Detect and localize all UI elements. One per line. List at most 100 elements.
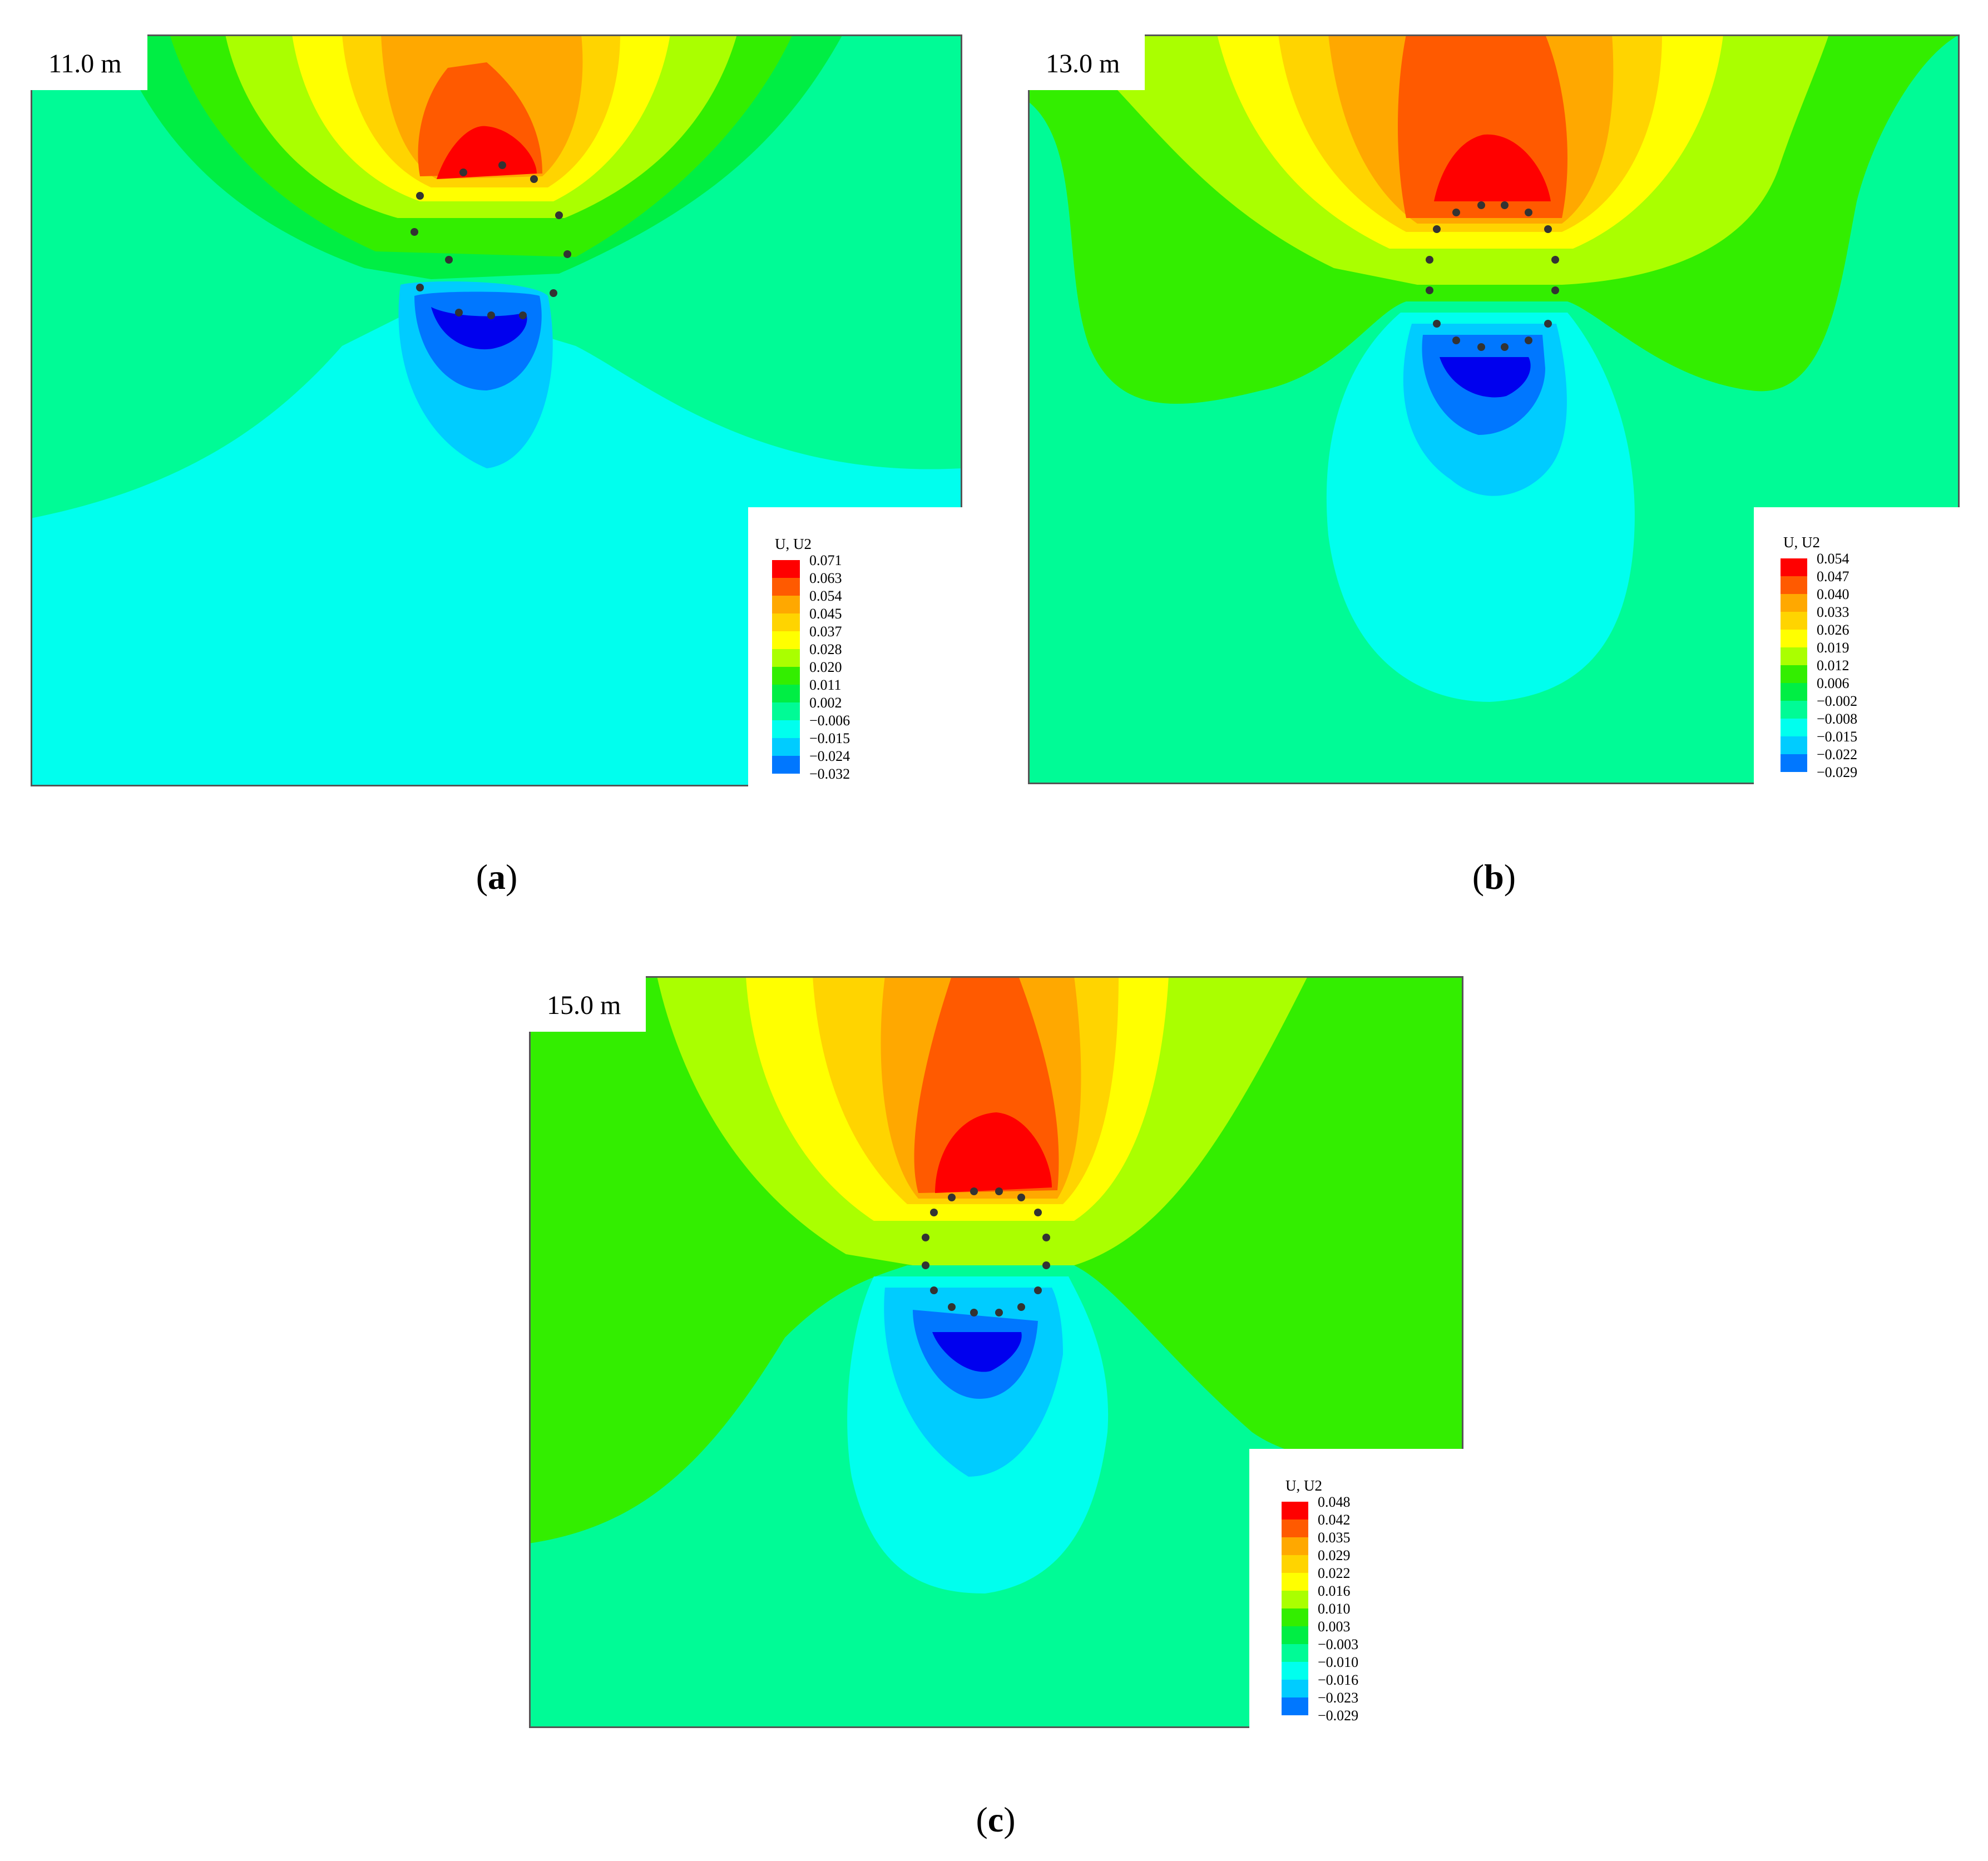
legend-swatch (1781, 736, 1807, 754)
legend-swatch (1282, 1680, 1308, 1697)
legend-value: −0.015 (809, 730, 850, 746)
contour-plot-c: 15.0 m U, U2 0.048 0.042 0.035 0.029 0.0… (529, 976, 1463, 1728)
tunnel-outline (411, 161, 571, 319)
legend-value: 0.010 (1318, 1601, 1351, 1617)
legend-value: 0.020 (809, 659, 842, 675)
legend-value: 0.006 (1817, 675, 1849, 691)
caption-letter: c (987, 1800, 1004, 1839)
legend-swatch (1781, 683, 1807, 701)
legend-value: −0.032 (809, 766, 850, 782)
tunnel-outline (922, 1187, 1050, 1316)
legend-title: U, U2 (1285, 1477, 1322, 1494)
legend-swatch (772, 560, 800, 578)
legend-swatches (1781, 558, 1807, 772)
legend-value: 0.042 (1318, 1512, 1351, 1528)
legend-value: 0.022 (1318, 1565, 1351, 1581)
legend-swatch (1282, 1662, 1308, 1680)
contour-band (1434, 134, 1551, 201)
legend-swatch (1781, 647, 1807, 665)
legend-value: 0.035 (1318, 1530, 1351, 1546)
legend-value: 0.047 (1817, 568, 1849, 585)
legend-value: 0.012 (1817, 657, 1849, 674)
legend-value: 0.019 (1817, 640, 1849, 656)
legend-value: 0.029 (1318, 1547, 1351, 1563)
legend-swatch (772, 667, 800, 685)
legend-swatch (772, 702, 800, 720)
negative-zone (31, 301, 962, 786)
legend-swatch (1282, 1591, 1308, 1608)
plot-border (529, 976, 1463, 1728)
caption-c: (c) (976, 1800, 1016, 1839)
contour-plot-b: 13.0 m U, U2 0.054 0.047 0.040 0.033 0.0… (1028, 34, 1960, 784)
legend-swatch (1781, 701, 1807, 719)
caption-letter: b (1484, 857, 1504, 897)
contour-panel-c: 15.0 m U, U2 0.048 0.042 0.035 0.029 0.0… (529, 976, 1463, 1728)
legend-value: 0.045 (809, 606, 842, 622)
legend-swatch (1282, 1644, 1308, 1662)
depth-label-box (1028, 34, 1145, 90)
legend-value: −0.016 (1318, 1672, 1358, 1688)
legend-swatch (1781, 630, 1807, 647)
legend-value: 0.033 (1817, 604, 1849, 620)
legend-swatch (1781, 665, 1807, 683)
legend-swatch (772, 596, 800, 613)
legend-value: −0.015 (1817, 729, 1857, 745)
legend-swatch (1781, 754, 1807, 772)
legend-value: 0.011 (809, 677, 842, 693)
legend-swatch (772, 685, 800, 702)
plot-border (31, 34, 962, 786)
contour-band (932, 1332, 1022, 1372)
contour-band (1440, 357, 1531, 398)
legend-swatches (1282, 1502, 1308, 1715)
legend-swatch (1781, 558, 1807, 576)
tunnel-outline (1426, 201, 1559, 351)
legend-swatch (772, 578, 800, 596)
caption-b: (b) (1472, 857, 1516, 897)
legend-swatch (772, 720, 800, 738)
legend-value: −0.010 (1318, 1654, 1358, 1670)
contour-band (935, 1112, 1052, 1193)
legend-value: −0.002 (1817, 693, 1857, 709)
legend-value: 0.054 (809, 588, 842, 604)
legend-value: 0.054 (1817, 551, 1849, 567)
legend-swatch (772, 738, 800, 756)
depth-label: 15.0 m (547, 991, 621, 1020)
legend-swatch (1282, 1537, 1308, 1555)
legend-swatch (1282, 1502, 1308, 1520)
depth-label-box (529, 976, 646, 1032)
legend-swatch (1781, 594, 1807, 612)
legend-value: −0.008 (1817, 711, 1857, 727)
legend-value: −0.029 (1318, 1707, 1358, 1724)
contour-band (437, 126, 537, 179)
depth-label: 13.0 m (1046, 49, 1120, 78)
contour-panel-a: 11.0 m U, U2 0.071 0.063 0.054 0.045 0.0… (31, 34, 962, 786)
caption-letter: a (488, 857, 506, 897)
legend-swatch (1282, 1520, 1308, 1537)
legend-swatch (1781, 719, 1807, 736)
legend-swatches (772, 560, 800, 774)
legend-value: 0.002 (809, 695, 842, 711)
legend-swatch (1781, 576, 1807, 594)
legend-swatch (1282, 1555, 1308, 1573)
legend-value: −0.023 (1318, 1690, 1358, 1706)
legend-value: 0.048 (1318, 1494, 1351, 1510)
legend-swatch (772, 613, 800, 631)
legend-swatch (1282, 1626, 1308, 1644)
caption-a: (a) (476, 857, 518, 897)
legend-value: −0.029 (1817, 764, 1857, 780)
legend-title: U, U2 (1783, 534, 1820, 551)
legend-swatch (772, 649, 800, 667)
legend-swatch (772, 631, 800, 649)
legend-value: 0.028 (809, 641, 842, 657)
legend-swatch (1781, 612, 1807, 630)
legend-swatch (1282, 1697, 1308, 1715)
contour-plot-a: 11.0 m U, U2 0.071 0.063 0.054 0.045 0.0… (31, 34, 962, 786)
legend-value: 0.003 (1318, 1619, 1351, 1635)
legend-value: 0.063 (809, 570, 842, 586)
legend-value: −0.024 (809, 748, 850, 764)
contour-band (431, 307, 527, 350)
legend-swatch (772, 756, 800, 774)
legend-value: 0.071 (809, 552, 842, 568)
depth-label: 11.0 m (48, 49, 122, 78)
legend-swatch (1282, 1608, 1308, 1626)
